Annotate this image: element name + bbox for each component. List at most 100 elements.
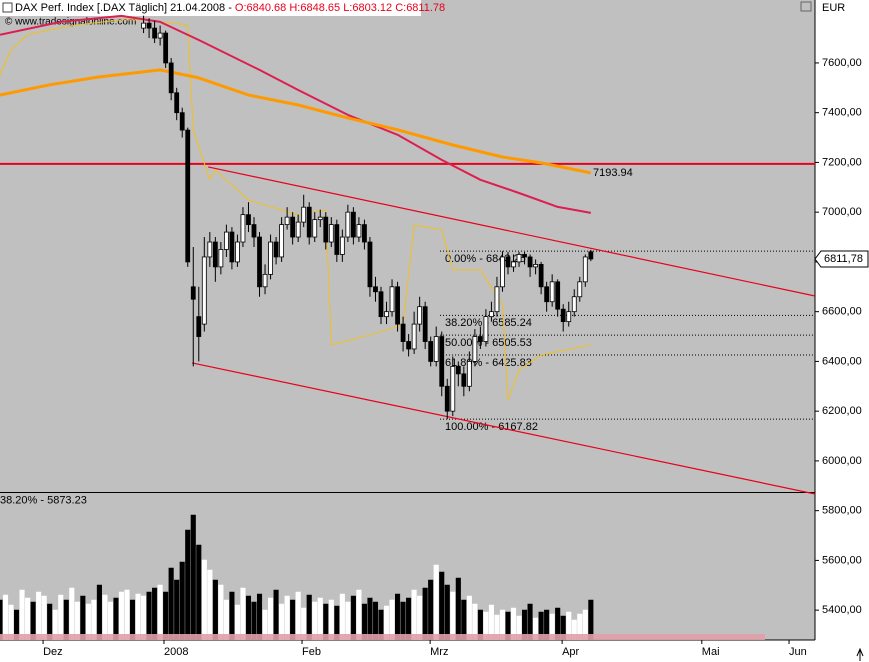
candle-body	[157, 32, 163, 39]
price-box-label: 6811,78	[824, 253, 863, 265]
candle-body	[527, 256, 533, 268]
volume-bar	[439, 571, 445, 640]
candle-body	[207, 241, 213, 258]
volume-bar	[345, 601, 351, 640]
indicator-line	[0, 68, 592, 175]
volume-bar	[129, 599, 136, 640]
volume-bar	[516, 615, 522, 640]
plot-area	[0, 0, 815, 640]
volume-bar	[422, 587, 428, 640]
volume-bar	[483, 611, 489, 640]
volume-bar	[141, 595, 147, 640]
volume-bar	[273, 589, 279, 640]
candle-body	[511, 261, 516, 268]
y-tick-label: 5400,00	[822, 604, 862, 616]
candle-body	[251, 224, 257, 238]
volume-bar	[268, 597, 274, 640]
candle-body	[516, 254, 522, 263]
volume-bar	[207, 569, 213, 640]
volume-bar	[262, 609, 268, 640]
volume-bar	[113, 597, 119, 640]
volume-bar	[312, 601, 318, 640]
price-box	[814, 250, 869, 268]
candle-body	[461, 373, 467, 387]
header-box	[0, 0, 421, 16]
volume-bar	[361, 603, 367, 640]
volume-bar	[234, 604, 240, 640]
volume-bar	[428, 579, 434, 640]
resistance-label: 7193.94	[593, 167, 633, 179]
candle-body	[223, 231, 229, 250]
volume-bar	[25, 597, 31, 640]
scroll-icon[interactable]	[856, 647, 864, 661]
candle-body	[273, 241, 279, 258]
volume-bar	[223, 599, 229, 640]
volume-bar	[190, 514, 196, 640]
volume-bar	[356, 589, 362, 640]
candle-body	[422, 306, 428, 342]
volume-bar	[533, 617, 539, 640]
candle-body	[229, 231, 235, 263]
volume-bar	[538, 611, 544, 640]
volume-bar	[19, 589, 25, 640]
header-icon	[2, 2, 13, 13]
candle-body	[505, 256, 511, 268]
fib-extension-label: 38.20% - 5873.23	[0, 494, 87, 506]
fib-label: 50.00% - 6505.53	[445, 337, 532, 349]
fib-label: 38.20% - 6585.24	[445, 317, 532, 329]
volume-bar	[0, 599, 3, 640]
volume-bar	[135, 593, 141, 640]
fib-label: 100.00% - 6167.82	[445, 421, 538, 433]
open-label: O:6840.68	[235, 2, 286, 14]
candle-body	[489, 311, 494, 318]
volume-bar	[229, 591, 235, 640]
fib-label: 61.80% - 6425.83	[445, 357, 532, 369]
candle-body	[560, 308, 566, 323]
candle-body	[290, 216, 296, 238]
candle-body	[455, 365, 461, 375]
candle-body	[141, 22, 146, 29]
volume-band	[0, 634, 765, 640]
candle-body	[566, 311, 572, 323]
candle-body	[483, 316, 489, 342]
window-button[interactable]	[800, 1, 812, 12]
candle-body	[384, 311, 389, 318]
candle-body	[152, 27, 158, 39]
candle-body	[212, 241, 218, 268]
volume-bar	[212, 579, 218, 640]
volume-bar	[549, 613, 555, 640]
volume-bar	[472, 603, 478, 640]
candle-body	[190, 286, 196, 300]
currency: EUR	[822, 2, 845, 14]
candle-body	[439, 336, 445, 387]
volume-bar	[466, 595, 472, 640]
y-tick-label: 6400,00	[822, 355, 862, 367]
candle-body	[389, 286, 395, 313]
volume-bar	[367, 597, 373, 640]
volume-bar	[372, 601, 379, 640]
candle-body	[533, 264, 539, 268]
candle-body	[544, 286, 550, 303]
volume-bar	[450, 591, 456, 640]
candle-body	[577, 281, 583, 298]
y-tick-label: 5600,00	[822, 554, 862, 566]
volume-bar	[41, 595, 47, 640]
volume-bar	[14, 609, 20, 640]
volume-bar	[8, 604, 14, 640]
candle-body	[163, 32, 169, 64]
candle-body	[549, 281, 555, 303]
axes: 5400,00 5600,00 5800,00 6000,00 6200,00 6400,…	[42, 57, 869, 658]
volume-bar	[477, 609, 483, 640]
y-tick-label: 5800,00	[822, 505, 862, 517]
volume-bar	[163, 591, 169, 640]
volume-bar	[185, 529, 191, 640]
volume-bar	[295, 591, 301, 640]
y-tick-label: 6600,00	[822, 306, 862, 318]
x-tick-label: Dez	[43, 646, 63, 658]
volume-bar	[582, 609, 588, 640]
volume-bar	[118, 591, 125, 640]
candle-body	[433, 336, 439, 362]
candle-body	[218, 249, 224, 268]
volume-bar	[461, 599, 467, 640]
x-tick-label: Mrz	[430, 646, 448, 658]
